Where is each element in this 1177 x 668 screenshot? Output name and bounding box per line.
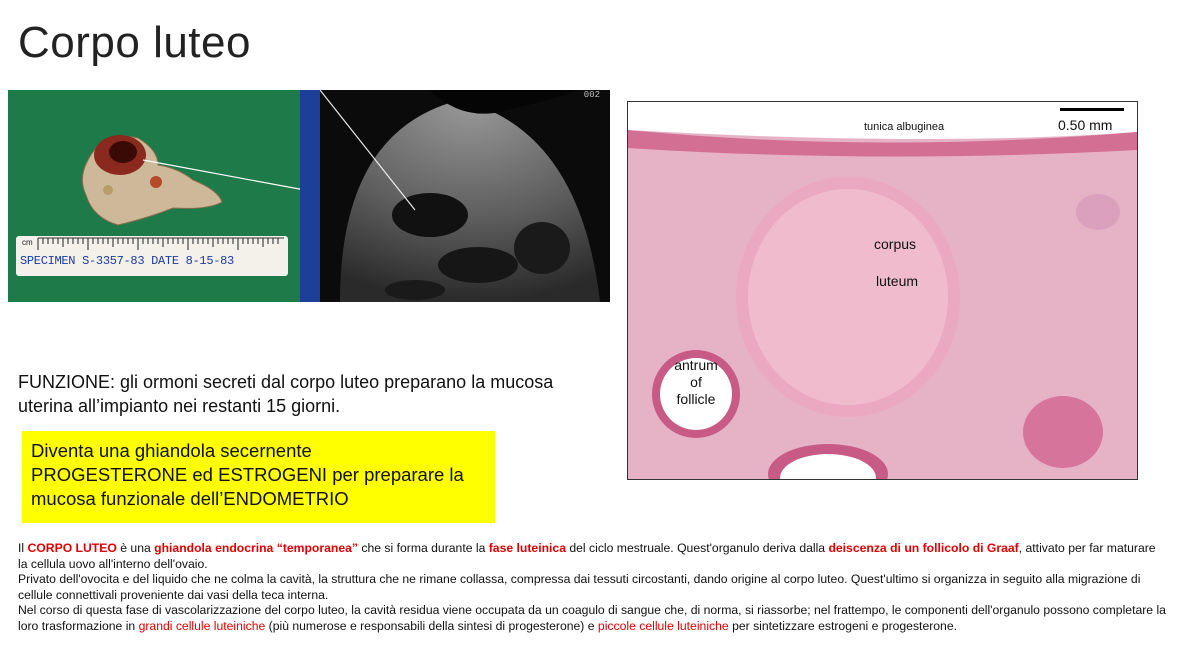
p1-seg: , attivato per far maturare la cellula u… <box>18 541 1156 571</box>
scale-bar-label: 0.50 mm <box>1058 117 1113 133</box>
histology-drawing <box>628 102 1137 479</box>
ruler-unit: cm <box>22 238 33 247</box>
p3-seg: (più numerose e responsabili della sinte… <box>265 618 598 633</box>
p3-seg: Nel corso di questa fase di vascolarizza… <box>18 603 1166 633</box>
specimen-photo: cm SPECIMEN S-3357-83 DATE 8-15-83 <box>8 90 300 302</box>
highlight-line-2: PROGESTERONE ed ESTROGENI per preparare … <box>31 464 464 485</box>
label-tunica-albuginea: tunica albuginea <box>864 121 945 133</box>
p1-seg-ghiandola: ghiandola endocrina “temporanea” <box>154 541 358 555</box>
label-corpus: corpus <box>874 236 917 252</box>
label-antrum: antrum <box>674 357 718 373</box>
ultrasound-corner-label: 002 <box>583 90 600 100</box>
p3-seg-piccole: piccole cellule luteiniche <box>597 618 729 633</box>
slide-title: Corpo luteo <box>18 18 251 67</box>
histology-image: 0.50 mm tunica albuginea corpus luteum a… <box>627 101 1138 480</box>
paragraph-3: Nel corso di questa fase di vascolarizza… <box>18 603 1168 634</box>
label-of: of <box>690 374 702 390</box>
p1-seg: Il <box>18 541 28 555</box>
divider-bar <box>300 90 320 302</box>
p3-seg: per sintetizzare estrogeni e progesteron… <box>728 618 957 633</box>
ultrasound-drawing <box>320 90 610 302</box>
p1-seg-fase: fase luteinica <box>488 541 566 555</box>
function-text: FUNZIONE: gli ormoni secreti dal corpo l… <box>18 372 554 416</box>
p1-seg: del ciclo mestruale. Quest'organulo deri… <box>565 541 829 555</box>
label-follicle: follicle <box>676 391 716 407</box>
ultrasound-image: 002 <box>320 90 610 302</box>
p1-seg: è una <box>116 541 155 555</box>
p3-seg-grandi: grandi cellule luteiniche <box>138 618 266 633</box>
highlight-box: Diventa una ghiandola secernente PROGEST… <box>22 431 495 523</box>
label-antrum-of-follicle: antrum of follicle <box>660 357 732 408</box>
highlight-text: Diventa una ghiandola secernente PROGEST… <box>31 439 491 511</box>
highlight-line-3: mucosa funzionale dell’ENDOMETRIO <box>31 488 349 509</box>
p1-seg: che si forma durante la <box>358 541 489 555</box>
ruler-ticks <box>37 237 284 250</box>
ruler-label: SPECIMEN S-3357-83 DATE 8-15-83 <box>20 254 234 268</box>
specimen-ruler: cm SPECIMEN S-3357-83 DATE 8-15-83 <box>16 236 288 276</box>
paragraph-2: Privato dell'ovocita e del liquido che n… <box>18 572 1141 602</box>
highlight-line-1: Diventa una ghiandola secernente <box>31 440 312 461</box>
p1-seg-deiscenza: deiscenza di un follicolo di Graaf <box>828 541 1019 555</box>
p1-seg-corpo-luteo: CORPO LUTEO <box>27 541 117 555</box>
description-paragraph: Il CORPO LUTEO è una ghiandola endocrina… <box>18 541 1168 635</box>
label-luteum: luteum <box>876 273 919 289</box>
paragraph-1: Il CORPO LUTEO è una ghiandola endocrina… <box>18 541 1168 572</box>
specimen-drawing <box>82 135 300 226</box>
